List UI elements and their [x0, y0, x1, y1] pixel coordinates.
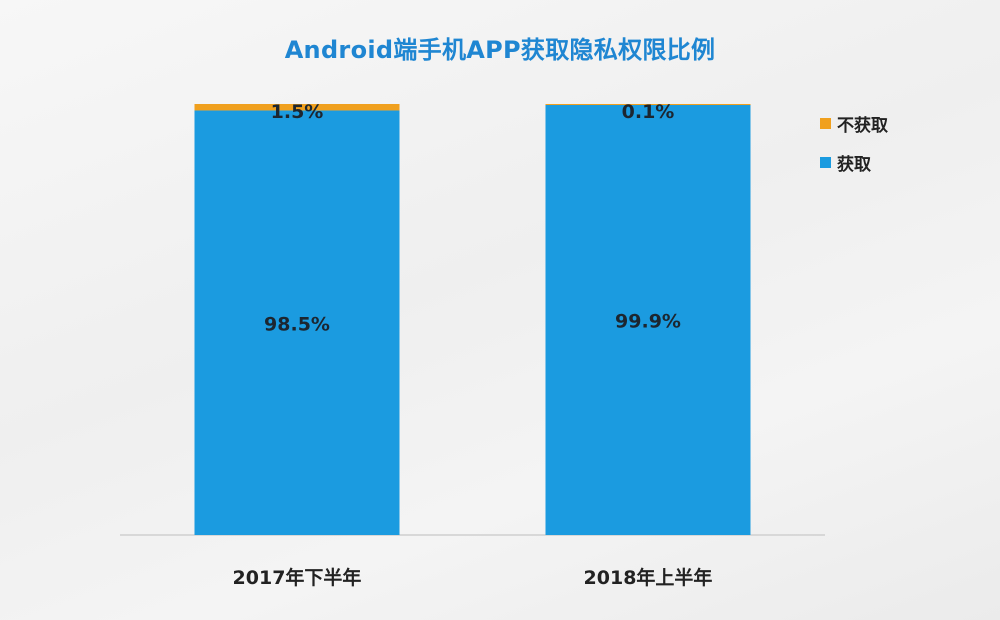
legend-item-not-obtain: 不获取 — [820, 110, 888, 136]
data-label-not-obtain-1: 0.1% — [622, 101, 675, 123]
category-label-1: 2018年上半年 — [584, 566, 713, 589]
bar-not-obtain-0 — [194, 104, 400, 111]
bar-not-obtain-1 — [545, 104, 751, 105]
category-label-0: 2017年下半年 — [233, 566, 362, 589]
legend-swatch-obtain — [820, 156, 831, 168]
bar-obtain-0 — [194, 110, 400, 535]
legend-swatch-not-obtain — [820, 117, 831, 129]
data-label-obtain-0: 98.5% — [264, 314, 330, 336]
legend-item-obtain: 获取 — [820, 149, 888, 175]
data-label-obtain-1: 99.9% — [615, 311, 681, 333]
data-label-not-obtain-0: 1.5% — [271, 101, 324, 123]
legend-label-not-obtain: 不获取 — [837, 115, 888, 136]
bar-obtain-1 — [545, 104, 751, 535]
legend: 不获取 获取 — [820, 110, 888, 188]
legend-label-obtain: 获取 — [837, 154, 871, 175]
chart-title: Android端手机APP获取隐私权限比例 — [284, 36, 716, 64]
